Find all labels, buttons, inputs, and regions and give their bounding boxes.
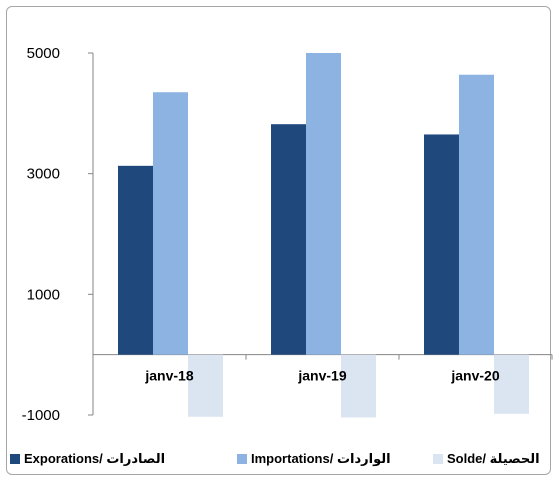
bars: [118, 53, 529, 418]
bar-janv-18-series-2: [188, 354, 223, 417]
bar-janv-19-series-2: [341, 354, 376, 418]
bar-janv-18-series-0: [118, 165, 153, 355]
bar-janv-19-series-0: [271, 124, 306, 355]
legend-swatch-1: [237, 454, 247, 464]
x-category-label: janv-19: [297, 368, 346, 384]
legend-label-2: Solde/ الحصيلة: [447, 451, 540, 466]
bar-janv-20-series-0: [424, 134, 459, 355]
y-tick-label: 5000: [27, 45, 60, 62]
legend-swatch-0: [10, 454, 20, 464]
x-category-label: janv-18: [144, 368, 193, 384]
legend: Exporations/ الصادرات Importations/ الوار…: [10, 451, 540, 466]
x-category-label: janv-20: [450, 368, 499, 384]
y-tick-label: -1000: [22, 407, 60, 424]
y-tick-label: 1000: [27, 286, 60, 303]
bar-janv-19-series-1: [306, 53, 341, 355]
legend-swatch-2: [433, 454, 443, 464]
legend-label-0: Exporations/ الصادرات: [24, 451, 165, 466]
legend-label-1: Importations/ الواردات: [251, 451, 391, 466]
y-tick-label: 3000: [27, 166, 60, 183]
bar-janv-20-series-2: [494, 354, 529, 414]
bar-janv-18-series-1: [153, 92, 188, 355]
labels: janv-18 janv-19 janv-20: [144, 368, 499, 384]
bar-janv-20-series-1: [459, 74, 494, 355]
